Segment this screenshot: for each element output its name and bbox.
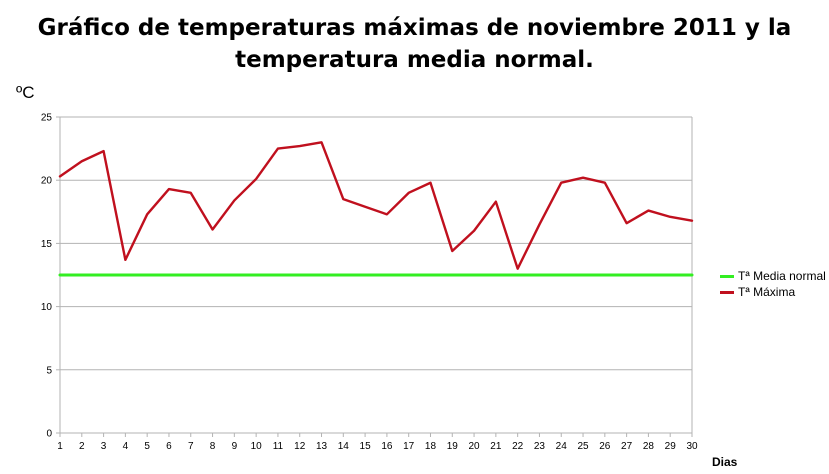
x-tick-label: 17 bbox=[403, 441, 415, 452]
x-tick-label: 11 bbox=[273, 441, 284, 452]
x-tick-label: 2 bbox=[79, 441, 85, 452]
x-tick-label: 28 bbox=[643, 441, 655, 452]
y-tick-label: 25 bbox=[41, 113, 53, 124]
x-tick-label: 14 bbox=[338, 441, 350, 452]
x-tick-label: 1 bbox=[57, 441, 63, 452]
x-tick-label: 5 bbox=[144, 441, 150, 452]
x-tick-label: 8 bbox=[210, 441, 216, 452]
y-tick-label: 20 bbox=[41, 176, 53, 187]
x-tick-label: 21 bbox=[490, 441, 502, 452]
x-tick-label: 18 bbox=[425, 441, 437, 452]
y-tick-label: 0 bbox=[46, 429, 52, 440]
x-tick-label: 20 bbox=[469, 441, 481, 452]
legend-item-media: Tª Media normal bbox=[720, 268, 826, 284]
y-tick-label: 10 bbox=[41, 302, 53, 313]
x-tick-label: 23 bbox=[534, 441, 546, 452]
x-tick-label: 12 bbox=[294, 441, 306, 452]
x-tick-label: 27 bbox=[621, 441, 633, 452]
chart-title-line-2: temperatura media normal. bbox=[235, 47, 594, 73]
series-line-maxima bbox=[58, 141, 694, 270]
x-tick-label: 16 bbox=[381, 441, 393, 452]
x-tick-label: 19 bbox=[447, 441, 459, 452]
x-tick-label: 26 bbox=[599, 441, 611, 452]
y-tick-label: 5 bbox=[46, 365, 52, 376]
x-tick-label: 22 bbox=[512, 441, 524, 452]
y-axis-label: ºC bbox=[16, 83, 35, 102]
x-tick-label: 4 bbox=[123, 441, 129, 452]
x-tick-label: 9 bbox=[232, 441, 238, 452]
x-tick-label: 6 bbox=[166, 441, 172, 452]
x-axis-label: Dias bbox=[712, 455, 738, 469]
y-tick-label: 15 bbox=[41, 239, 53, 250]
x-tick-label: 13 bbox=[316, 441, 328, 452]
x-tick-label: 3 bbox=[101, 441, 107, 452]
legend-swatch-maxima bbox=[720, 290, 734, 294]
x-tick-label: 15 bbox=[360, 441, 372, 452]
chart-legend: Tª Media normal Tª Máxima bbox=[720, 268, 826, 300]
legend-label-maxima: Tª Máxima bbox=[738, 285, 796, 299]
x-tick-label: 24 bbox=[556, 441, 568, 452]
legend-swatch-media bbox=[720, 274, 734, 278]
x-tick-label: 10 bbox=[251, 441, 263, 452]
legend-item-maxima: Tª Máxima bbox=[720, 284, 826, 300]
x-tick-label: 7 bbox=[188, 441, 194, 452]
x-tick-label: 29 bbox=[665, 441, 677, 452]
chart-title-line-1: Gráfico de temperaturas máximas de novie… bbox=[37, 15, 792, 41]
x-tick-label: 30 bbox=[686, 441, 698, 452]
chart-title: Gráfico de temperaturas máximas de novie… bbox=[0, 12, 829, 76]
legend-label-media: Tª Media normal bbox=[738, 269, 826, 283]
x-tick-label: 25 bbox=[577, 441, 589, 452]
